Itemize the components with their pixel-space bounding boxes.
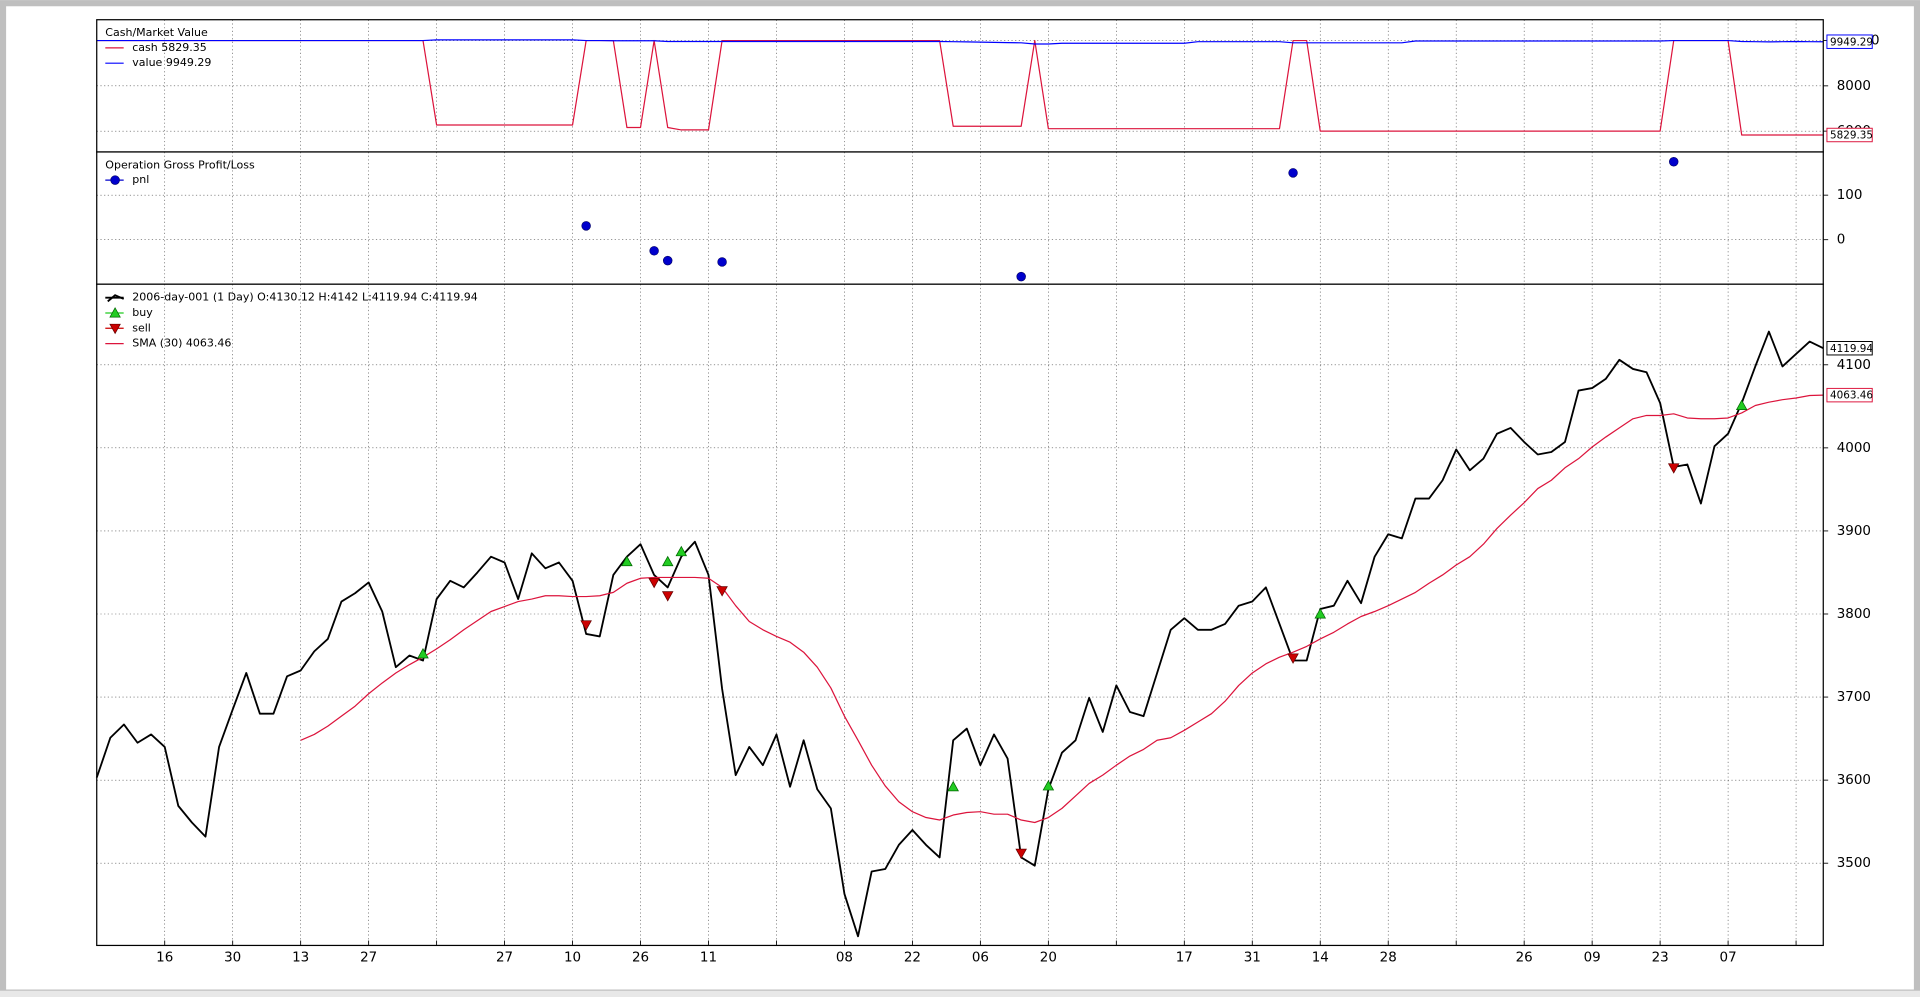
legend-label: buy	[132, 306, 153, 319]
y-tick-label: 3900	[1837, 524, 1871, 539]
legend-marker	[109, 307, 121, 318]
legend-swatch	[107, 294, 125, 303]
data-marker	[675, 545, 688, 557]
data-marker	[1015, 848, 1027, 860]
data-marker	[649, 246, 659, 256]
legend-label: value 9949.29	[132, 56, 211, 69]
y-tick-label: 3800	[1837, 607, 1871, 622]
legend-label: SMA (30) 4063.46	[132, 337, 231, 350]
x-tick-label: 30	[224, 951, 241, 966]
x-tick-label: 10	[564, 951, 581, 966]
data-marker	[1667, 463, 1680, 474]
data-marker	[661, 555, 674, 567]
series-line	[95, 330, 1824, 938]
x-tick-label: 13	[292, 951, 309, 966]
last-value-label: 4119.94	[1830, 343, 1873, 355]
data-marker	[661, 591, 674, 602]
series-line	[300, 394, 1824, 824]
data-marker	[1288, 168, 1298, 178]
last-value-box	[1826, 127, 1873, 143]
legend-marker	[110, 175, 120, 185]
y-tick-label: 100	[1837, 188, 1863, 203]
chart-panel: 3500 3600 3700 3800 3900 4000 4100 4119.94 4063.…	[95, 283, 1873, 966]
x-tick-label: 07	[1720, 951, 1737, 966]
last-value-label: 4063.46	[1830, 390, 1873, 402]
panel-title: Operation Gross Profit/Loss	[105, 158, 255, 171]
data-marker	[1669, 157, 1679, 167]
last-value-label: 5829.35	[1830, 130, 1873, 142]
x-tick-label: 26	[632, 951, 649, 966]
legend-label: cash 5829.35	[132, 41, 207, 54]
plot-area	[96, 151, 1824, 285]
x-tick-label: 16	[156, 951, 173, 966]
x-tick-label: 14	[1312, 951, 1329, 966]
y-tick-label: 0	[1837, 233, 1846, 248]
y-tick-label: 3600	[1837, 773, 1871, 788]
x-tick-label: 27	[496, 951, 513, 966]
series-line	[96, 39, 1824, 45]
x-tick-label: 28	[1380, 951, 1397, 966]
plot-area	[96, 284, 1824, 946]
legend-label: 2006-day-001 (1 Day) O:4130.12 H:4142 L:…	[132, 291, 478, 304]
last-value-box	[1826, 341, 1873, 356]
data-marker	[1314, 608, 1327, 619]
data-marker	[717, 257, 727, 267]
last-value-box	[1826, 34, 1873, 49]
y-tick-label: 3700	[1837, 690, 1871, 705]
y-tick-label: 8000	[1837, 79, 1871, 94]
x-tick-label: 17	[1176, 951, 1193, 966]
x-tick-label: 26	[1516, 951, 1533, 966]
x-tick-label: 23	[1652, 951, 1669, 966]
data-marker	[1287, 653, 1299, 664]
plot-border	[96, 283, 1824, 947]
data-marker	[1016, 271, 1026, 282]
y-tick-label: 4000	[1837, 441, 1871, 456]
data-marker	[716, 586, 728, 597]
last-value-label: 9949.29	[1830, 36, 1873, 48]
data-marker	[580, 620, 592, 631]
x-tick-label: 22	[904, 951, 921, 966]
panel-title: Cash/Market Value	[105, 26, 208, 39]
data-marker	[1042, 780, 1055, 791]
x-tick-label: 06	[972, 951, 989, 966]
x-tick-label: 31	[1244, 951, 1261, 966]
data-marker	[581, 221, 591, 231]
data-marker	[417, 647, 429, 659]
x-tick-label: 20	[1040, 951, 1057, 966]
chart-panel: 0 100 Operation Gross Profit/Loss pnl	[96, 151, 1863, 285]
data-marker	[1735, 399, 1748, 410]
y-tick-label: 4100	[1837, 358, 1871, 373]
legend-label: pnl	[132, 173, 149, 186]
data-marker	[662, 255, 673, 266]
x-tick-label: 11	[700, 951, 717, 966]
data-marker	[947, 780, 959, 792]
last-value-box	[1826, 387, 1873, 403]
data-marker	[648, 577, 660, 589]
x-tick-label: 09	[1584, 951, 1601, 966]
x-tick-label: 08	[836, 951, 853, 966]
y-tick-label: 3500	[1837, 856, 1871, 871]
legend-label: sell	[132, 321, 151, 334]
data-marker	[621, 555, 633, 567]
x-tick-label: 27	[360, 951, 377, 966]
legend-marker	[109, 323, 121, 335]
